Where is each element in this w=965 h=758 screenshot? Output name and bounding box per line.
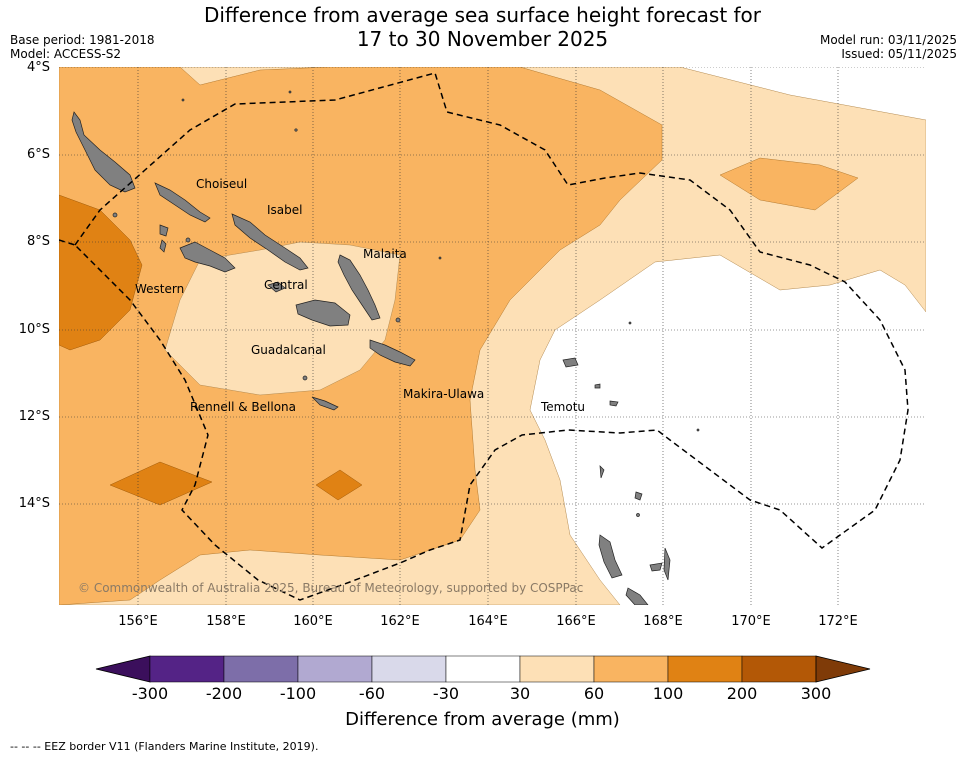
colorbar-tick: -60 [358, 684, 386, 703]
colorbar-extend-high [815, 655, 871, 683]
new-georgia-islands [179, 241, 236, 273]
anomaly-band-100-200-south [109, 461, 213, 506]
lat-label-4s: 4°S [26, 60, 50, 75]
model-run-text: Model run: 03/11/2025 [819, 33, 957, 47]
label-choiseul: Choiseul [196, 177, 247, 191]
colorbar-bin-6 [519, 655, 595, 683]
colorbar-label: Difference from average (mm) [345, 709, 620, 730]
colorbar-bin-1 [149, 655, 225, 683]
sea-level-map: Choiseul Isabel Malaita Western Central … [59, 67, 926, 605]
lon-label-164e: 164°E [468, 614, 508, 629]
lon-label-156e: 156°E [118, 614, 158, 629]
label-western: Western [135, 282, 184, 296]
lon-label-170e: 170°E [731, 614, 771, 629]
santa-cruz-island [562, 357, 579, 368]
label-makira-ulawa: Makira-Ulawa [403, 387, 484, 401]
issued-text: Issued: 05/11/2025 [841, 47, 957, 61]
colorbar-tick: -200 [205, 684, 243, 703]
rennell-island [311, 396, 339, 411]
graticule [59, 67, 926, 605]
lon-label-162e: 162°E [380, 614, 420, 629]
label-isabel: Isabel [267, 203, 302, 217]
lat-label-6s: 6°S [26, 147, 50, 162]
lat-label-10s: 10°S [18, 322, 50, 337]
colorbar-bin-8 [667, 655, 743, 683]
lat-label-12s: 12°S [18, 409, 50, 424]
colorbar-bin-9 [741, 655, 817, 683]
choiseul-island [154, 182, 211, 223]
colorbar-bin-3 [297, 655, 373, 683]
colorbar [95, 655, 871, 683]
lon-label-166e: 166°E [556, 614, 596, 629]
lon-label-158e: 158°E [206, 614, 246, 629]
anomaly-band-60-100-east [719, 157, 859, 211]
central-islands [267, 281, 286, 293]
lat-label-14s: 14°S [18, 496, 50, 511]
colorbar-extend-low [95, 655, 151, 683]
colorbar-bin-2 [223, 655, 299, 683]
map-title-line1: Difference from average sea surface heig… [203, 3, 762, 27]
colorbar-tick: -100 [279, 684, 317, 703]
utupua-island [594, 383, 601, 389]
vanikoro-island [609, 400, 619, 407]
label-rennell-bellona: Rennell & Bellona [190, 400, 296, 414]
place-labels: Choiseul Isabel Malaita Western Central … [135, 177, 585, 414]
bougainville-island [71, 111, 136, 193]
ranongga-island [159, 239, 167, 253]
solomon-islands-eez [74, 72, 909, 601]
makira-island [369, 339, 416, 367]
eez-legend-note: -- -- -- EEZ border V11 (Flanders Marine… [10, 740, 319, 753]
malaita-island [337, 254, 381, 321]
guadalcanal-island [295, 299, 351, 327]
anomaly-band-100-200-small [315, 469, 363, 501]
colorbar-bin-4 [371, 655, 447, 683]
anomaly-band-100-200-west [59, 194, 143, 351]
lon-label-160e: 160°E [293, 614, 333, 629]
torres-islands [599, 465, 605, 479]
islands [71, 90, 700, 605]
colorbar-tick: 100 [652, 684, 684, 703]
copyright-text: © Commonwealth of Australia 2025, Bureau… [78, 581, 583, 595]
colorbar-tick: 300 [800, 684, 832, 703]
colorbar-tick: -300 [131, 684, 169, 703]
banks-islands [634, 491, 643, 501]
colorbar-bin-7 [593, 655, 669, 683]
colorbar-tick: -30 [432, 684, 460, 703]
isabel-island [231, 213, 309, 271]
espiritu-santo-island [598, 534, 623, 579]
base-period-text: Base period: 1981-2018 [10, 33, 155, 47]
map-title-line2: 17 to 30 November 2025 [356, 27, 609, 51]
malakula-island [625, 587, 649, 605]
vella-lavella-island [159, 224, 169, 237]
colorbar-tick: 60 [583, 684, 605, 703]
lon-label-172e: 172°E [818, 614, 858, 629]
pentecost-island [663, 547, 671, 581]
lat-label-8s: 8°S [26, 234, 50, 249]
label-central: Central [264, 278, 308, 292]
ambae-island [649, 562, 663, 572]
label-temotu: Temotu [540, 400, 585, 414]
colorbar-bin-5 [445, 655, 521, 683]
lon-label-168e: 168°E [643, 614, 683, 629]
eez-borders [59, 72, 909, 601]
png-eez-segment [59, 239, 76, 246]
model-text: Model: ACCESS-S2 [10, 47, 122, 61]
colorbar-tick: 30 [509, 684, 531, 703]
anomaly-band-30-60-central [164, 241, 401, 396]
colorbar-tick: 200 [726, 684, 758, 703]
label-malaita: Malaita [363, 247, 407, 261]
label-guadalcanal: Guadalcanal [251, 343, 326, 357]
